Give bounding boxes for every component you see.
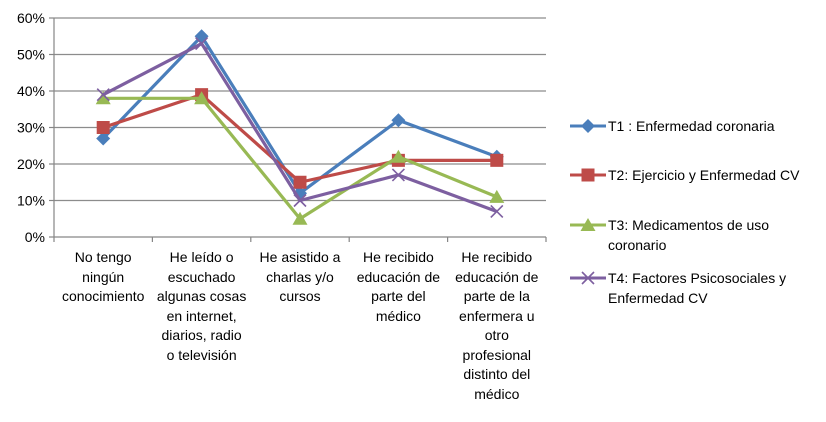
x-category-label-line: o televisión bbox=[166, 346, 237, 363]
x-category-label-line: médico bbox=[474, 385, 520, 402]
square-legend-icon bbox=[570, 168, 606, 182]
y-tick-label: 50% bbox=[17, 47, 45, 63]
x-category-label: He recibido educación de parte del médico bbox=[349, 248, 447, 326]
legend-label: T4: Factores Psicosociales y Enfermedad C… bbox=[608, 268, 786, 308]
x-category-label-line: enfermera u bbox=[459, 307, 535, 324]
y-tick-label: 10% bbox=[17, 193, 45, 209]
triangle-marker bbox=[194, 91, 210, 105]
legend-label: T1 : Enfermedad coronaria bbox=[608, 116, 775, 136]
legend-label-line: T1 : Enfermedad coronaria bbox=[608, 118, 775, 134]
x-category-label-line: educación de bbox=[455, 268, 539, 285]
legend-label-line: T4: Factores Psicosociales y bbox=[608, 270, 787, 286]
legend-label-line: coronario bbox=[608, 237, 667, 253]
x-category-label-line: parte del bbox=[371, 288, 426, 304]
x-category-label: He leído o escuchado algunas cosas en inter… bbox=[153, 248, 251, 365]
x-category-label-line: He recibido bbox=[461, 249, 533, 265]
x-marker bbox=[293, 193, 307, 208]
legend-label-line: T2: Ejercicio y Enfermedad CV bbox=[608, 167, 800, 183]
x-category-label-line: escuchado bbox=[167, 268, 236, 285]
diamond-marker bbox=[391, 113, 406, 128]
x-marker bbox=[490, 204, 504, 219]
triangle-marker bbox=[489, 189, 505, 203]
x-category-label-line: parte de la bbox=[463, 288, 530, 304]
diamond-marker bbox=[96, 131, 111, 146]
triangle-marker bbox=[95, 91, 111, 105]
x-marker bbox=[581, 271, 595, 285]
square-marker bbox=[96, 121, 110, 134]
x-category-label: He asistido a charlas y/o cursos bbox=[251, 248, 349, 307]
x-category-label-line: en internet, bbox=[166, 307, 237, 324]
x-category-label-line: otro bbox=[484, 327, 509, 343]
y-tick-label: 0% bbox=[25, 229, 45, 245]
x-category-label-line: médico bbox=[375, 307, 421, 324]
x-marker bbox=[96, 88, 110, 102]
y-tick-label: 20% bbox=[17, 156, 45, 172]
legend-label: T2: Ejercicio y Enfermedad CV bbox=[608, 165, 799, 185]
x-category-label-line: He leído o bbox=[169, 249, 234, 265]
x-category-label-line: charlas y/o bbox=[266, 268, 334, 285]
x-legend-icon bbox=[570, 271, 606, 285]
y-tick-label: 40% bbox=[17, 83, 45, 99]
x-category-label-line: conocimiento bbox=[61, 288, 145, 304]
y-tick-label: 60% bbox=[17, 10, 45, 26]
x-category-label-line: He recibido bbox=[362, 249, 434, 265]
x-category-label-line: ningún bbox=[82, 268, 125, 285]
x-category-label-line: algunas cosas bbox=[156, 288, 247, 304]
diamond-legend-icon bbox=[570, 119, 606, 133]
triangle-legend-icon bbox=[570, 218, 606, 231]
series-line bbox=[102, 93, 497, 184]
x-category-label: No tengo ningún conocimiento bbox=[54, 248, 152, 307]
y-tick-label: 30% bbox=[17, 120, 45, 136]
legend-label-line: T3: Medicamentos de uso bbox=[608, 217, 770, 233]
x-category-label-line: distinto del bbox=[463, 366, 531, 382]
x-category-label-line: diarios, radio bbox=[161, 327, 242, 343]
triangle-marker bbox=[292, 211, 308, 225]
x-category-label-line: profesional bbox=[462, 346, 532, 363]
x-marker bbox=[391, 168, 405, 182]
square-marker bbox=[293, 175, 307, 189]
data-series bbox=[95, 29, 505, 225]
series-line bbox=[102, 34, 498, 195]
triangle-marker bbox=[390, 149, 406, 163]
series-4 bbox=[96, 36, 504, 219]
x-category-label-line: He asistido a bbox=[259, 249, 341, 265]
legend-label-line: Enfermedad CV bbox=[608, 290, 708, 306]
diamond-marker bbox=[581, 119, 595, 133]
triangle-marker bbox=[580, 218, 596, 231]
axes bbox=[49, 17, 547, 242]
series-3 bbox=[95, 91, 505, 225]
y-axis-tick-labels: 0% 10% 20% 30% 40% 50% 60% bbox=[17, 10, 45, 245]
x-category-label-line: educación de bbox=[356, 268, 441, 285]
x-marker bbox=[195, 36, 209, 51]
gridlines bbox=[54, 17, 546, 202]
legend-label: T3: Medicamentos de uso coronario bbox=[608, 215, 769, 255]
square-marker bbox=[581, 168, 595, 182]
square-marker bbox=[490, 153, 504, 167]
x-category-label-line: No tengo bbox=[74, 249, 132, 265]
x-category-label-line: cursos bbox=[279, 288, 321, 304]
x-category-label: He recibido educación de parte de la enferm… bbox=[448, 248, 546, 404]
